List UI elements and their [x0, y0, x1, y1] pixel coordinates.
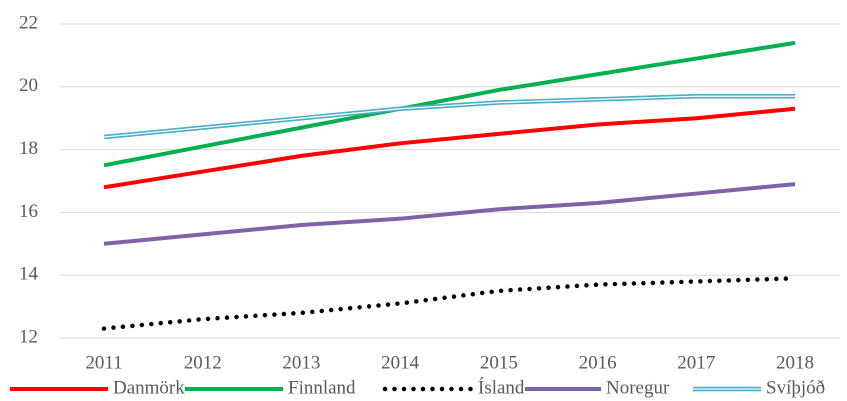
legend-label: Noregur: [606, 377, 670, 398]
series-line-inner: [103, 95, 795, 138]
x-tick-label: 2011: [85, 352, 122, 373]
y-tick-label: 18: [19, 138, 38, 159]
x-tick-label: 2017: [677, 352, 715, 373]
y-tick-label: 16: [19, 201, 38, 222]
y-tick-label: 12: [19, 326, 38, 347]
legend-label: Finnland: [288, 377, 356, 398]
series-line: [103, 40, 796, 168]
series-line: [101, 276, 798, 331]
y-tick-label: 22: [19, 12, 38, 33]
legend-label: Svíþjóð: [766, 377, 825, 398]
legend-label: Danmörk: [113, 377, 185, 398]
series-line: [103, 106, 796, 190]
y-tick-label: 14: [19, 264, 39, 285]
series-line: [103, 182, 796, 246]
y-tick-label: 20: [19, 75, 38, 96]
x-tick-label: 2013: [282, 352, 320, 373]
x-tick-label: 2014: [381, 352, 420, 373]
x-tick-label: 2015: [480, 352, 518, 373]
x-tick-label: 2012: [184, 352, 222, 373]
x-tick-label: 2018: [776, 352, 814, 373]
x-tick-label: 2016: [579, 352, 617, 373]
legend-label: Ísland: [478, 376, 525, 398]
